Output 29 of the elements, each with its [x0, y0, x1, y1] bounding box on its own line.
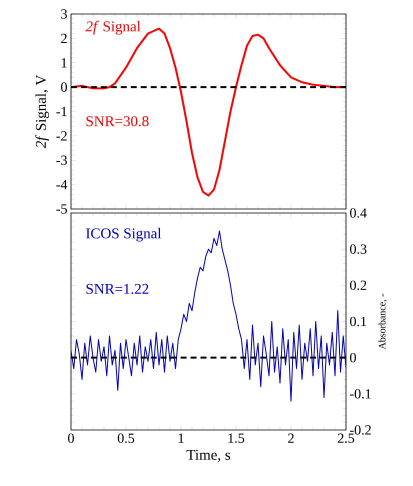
y2-tick-label: -0.2 [350, 425, 371, 435]
annotation: SNR=1.22 [86, 284, 148, 294]
x-tick-label: 2 [288, 434, 294, 443]
y2-axis-title: Absorbance, - [378, 294, 387, 350]
y-tick-label: 1 [62, 58, 67, 68]
y-tick-label: -4 [56, 180, 68, 190]
y-tick-label: -2 [56, 131, 67, 140]
y2-tick-label: 0.4 [350, 208, 367, 218]
y2-tick-label: 0.2 [350, 280, 366, 290]
y-tick-label: -3 [56, 156, 67, 165]
annotation: 2f Signal [86, 20, 140, 35]
y2-tick-label: -0.1 [350, 389, 371, 399]
x-tick-label: 2.5 [338, 434, 354, 443]
annotation: ICOS Signal [86, 228, 162, 242]
y-tick-label: 2 [61, 34, 67, 43]
y2-tick-label: 0.1 [350, 316, 366, 326]
annotation: SNR=30.8 [86, 116, 149, 126]
x-axis-title: Time, s [186, 450, 230, 462]
y-tick-label: 3 [61, 9, 67, 19]
y2-tick-label: 0.3 [350, 244, 366, 254]
y-axis-title: 2f Signal, V [35, 74, 50, 148]
x-tick-label: 1 [178, 434, 184, 443]
y-tick-label: 0 [61, 82, 67, 92]
y-tick-label: -5 [56, 204, 67, 214]
x-tick-label: 0.5 [118, 434, 134, 443]
y2-tick-label: 0 [350, 352, 356, 362]
x-tick-label: 1.5 [228, 434, 244, 443]
x-tick-label: 0 [68, 434, 74, 443]
y-tick-label: -1 [56, 106, 67, 116]
